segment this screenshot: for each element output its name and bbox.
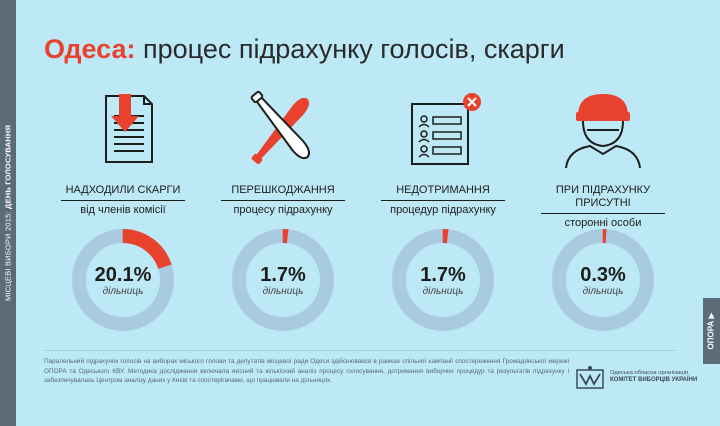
footer-divider [44, 350, 676, 351]
stat-label-line2: процесу підрахунку [233, 204, 333, 216]
label-divider [541, 213, 665, 214]
stat-label-line2: процедур підрахунку [390, 204, 496, 216]
stat-label-line1: НАДХОДИЛИ СКАРГИ [65, 184, 181, 196]
stat-value: 0.3% [580, 264, 626, 286]
donut-slice [442, 229, 449, 244]
org-line1: Одеська обласна організація [610, 370, 689, 376]
title-city: Одеса: [44, 34, 136, 64]
stat-label-line1: НЕДОТРИМАННЯ [396, 184, 490, 196]
org-name: Одеська обласна організація КОМІТЕТ ВИБО… [610, 370, 697, 384]
stat-unit: дільниць [262, 286, 304, 297]
donut-svg [232, 229, 334, 331]
label-divider [221, 200, 345, 201]
stat-value: 1.7% [420, 264, 466, 286]
complaint-document-icon [105, 94, 153, 163]
stat-label-line1: ПРИ ПІДРАХУНКУ ПРИСУТНІ [555, 184, 651, 209]
sidebar-strip: МІСЦЕВІ ВИБОРИ 2015: ДЕНЬ ГОЛОСУВАННЯ [0, 0, 16, 426]
stat-block-complaints: НАДХОДИЛИ СКАРГИ від членів комісії 20.1… [48, 90, 198, 331]
stat-label: НАДХОДИЛИ СКАРГИ від членів комісії [48, 184, 198, 217]
stat-value: 1.7% [260, 264, 306, 286]
stat-label-line2: від членів комісії [80, 204, 166, 216]
kvu-logo-icon [576, 366, 604, 389]
label-divider [381, 200, 505, 201]
stat-value: 20.1% [94, 264, 152, 286]
rejected-list-icon [411, 93, 481, 165]
donut-chart: 0.3% дільниць [551, 228, 655, 332]
stat-block-procedure: НЕДОТРИМАННЯ процедур підрахунку 1.7% ді… [368, 90, 518, 331]
donut-svg [72, 229, 174, 331]
footer-methodology: Паралельний підрахунок голосів на вибора… [44, 358, 569, 384]
stat-label: НЕДОТРИМАННЯ процедур підрахунку [368, 184, 518, 217]
donut-chart: 20.1% дільниць [71, 228, 175, 332]
stat-block-strangers: ПРИ ПІДРАХУНКУ ПРИСУТНІ сторонні особи 0… [528, 90, 678, 331]
donut-slice [282, 229, 289, 244]
donut-svg [392, 229, 494, 331]
donut-slice [602, 229, 607, 244]
stat-label: ПРИ ПІДРАХУНКУ ПРИСУТНІ сторонні особи [528, 184, 678, 230]
stat-unit: дільниць [102, 286, 144, 297]
stat-unit: дільниць [582, 286, 624, 297]
org-line2: КОМІТЕТ ВИБОРЦІВ УКРАЇНИ [610, 377, 698, 383]
stat-label-line2: сторонні особи [564, 217, 642, 229]
stranger-person-icon [565, 94, 641, 168]
stat-block-obstruction: ПЕРЕШКОДЖАННЯ процесу підрахунку 1.7% ді… [208, 90, 358, 331]
stat-label-line1: ПЕРЕШКОДЖАННЯ [231, 184, 335, 196]
crossed-bats-icon [250, 90, 311, 165]
sidebar-day-label: ДЕНЬ ГОЛОСУВАННЯ [3, 124, 13, 209]
stat-unit: дільниць [422, 286, 464, 297]
sidebar-caption: МІСЦЕВІ ВИБОРИ 2015: ДЕНЬ ГОЛОСУВАННЯ [4, 125, 13, 301]
opora-label: ОПОРА ▶ [706, 312, 716, 350]
opora-tab[interactable]: ОПОРА ▶ [703, 298, 720, 364]
donut-svg [552, 229, 654, 331]
donut-chart: 1.7% дільниць [391, 228, 495, 332]
stat-label: ПЕРЕШКОДЖАННЯ процесу підрахунку [208, 184, 358, 217]
donut-chart: 1.7% дільниць [231, 228, 335, 332]
donut-slice [122, 229, 172, 269]
label-divider [61, 200, 185, 201]
title-text: процес підрахунку голосів, скарги [143, 34, 565, 64]
sidebar-election-label: МІСЦЕВІ ВИБОРИ 2015: [3, 211, 13, 302]
page-title: Одеса: процес підрахунку голосів, скарги [44, 34, 565, 65]
